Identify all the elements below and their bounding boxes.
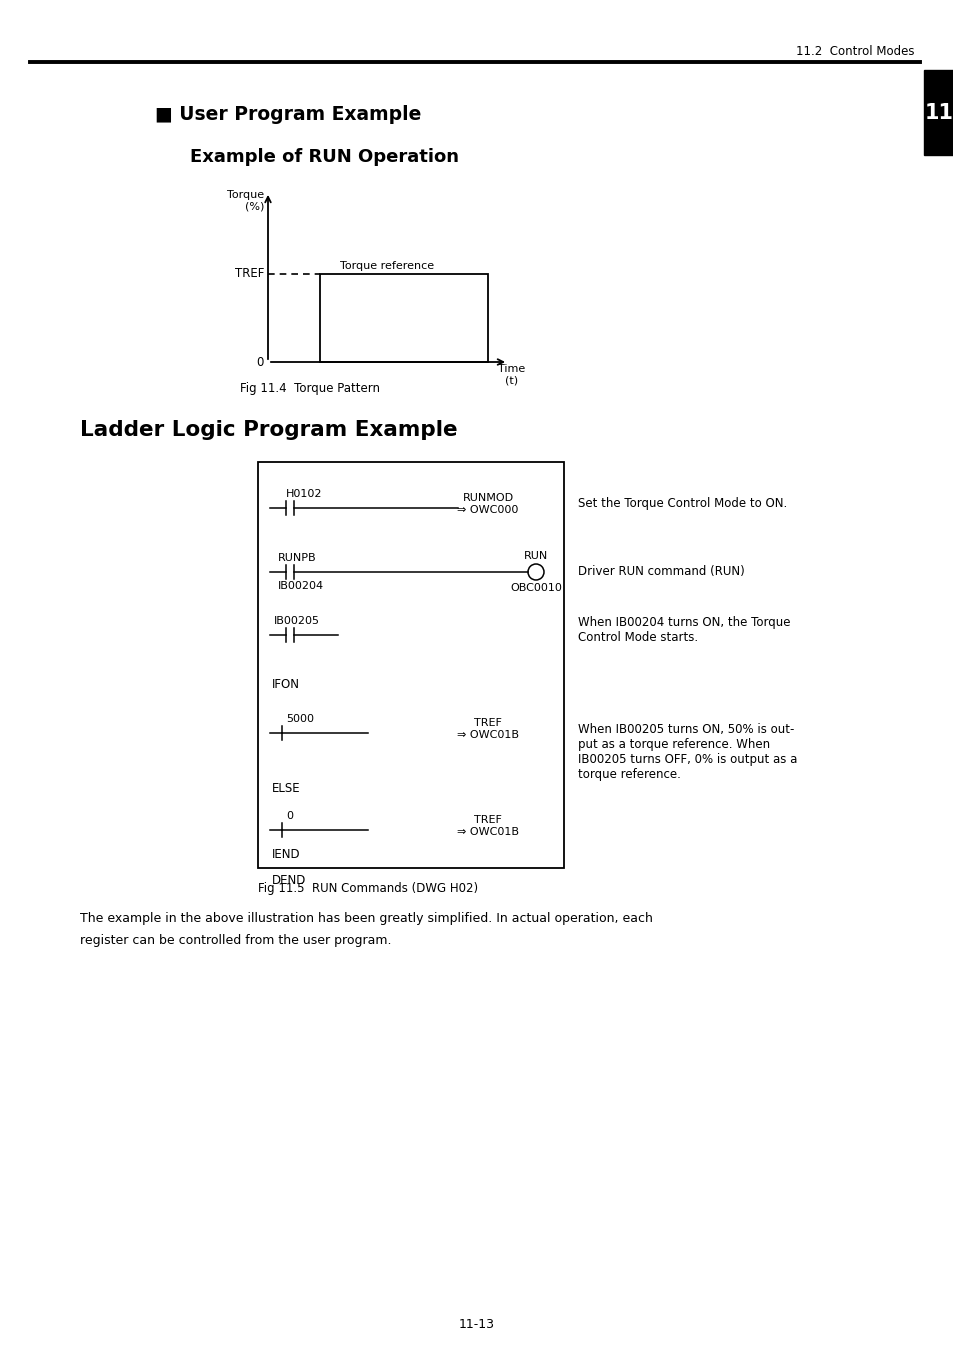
Text: Time
(t): Time (t) — [497, 363, 525, 385]
Text: Torque reference: Torque reference — [339, 261, 434, 270]
Text: 5000: 5000 — [286, 713, 314, 724]
Text: TREF: TREF — [234, 267, 264, 280]
Text: Fig 11.4  Torque Pattern: Fig 11.4 Torque Pattern — [240, 382, 379, 394]
Text: The example in the above illustration has been greatly simplified. In actual ope: The example in the above illustration ha… — [80, 912, 652, 925]
Text: 0: 0 — [256, 355, 264, 369]
Text: When IB00205 turns ON, 50% is out-
put as a torque reference. When
IB00205 turns: When IB00205 turns ON, 50% is out- put a… — [578, 723, 797, 781]
Text: 0: 0 — [286, 811, 293, 821]
Text: Fig 11.5  RUN Commands (DWG H02): Fig 11.5 RUN Commands (DWG H02) — [257, 882, 477, 894]
Text: TREF
⇒ OWC01B: TREF ⇒ OWC01B — [456, 815, 518, 836]
Text: OBC0010: OBC0010 — [510, 584, 561, 593]
Text: IEND: IEND — [272, 848, 300, 862]
Text: RUNPB: RUNPB — [277, 553, 316, 563]
Text: register can be controlled from the user program.: register can be controlled from the user… — [80, 934, 391, 947]
Text: TREF
⇒ OWC01B: TREF ⇒ OWC01B — [456, 719, 518, 740]
Text: 11.2  Control Modes: 11.2 Control Modes — [796, 45, 914, 58]
Text: RUNMOD
⇒ OWC000: RUNMOD ⇒ OWC000 — [456, 493, 518, 515]
Text: H0102: H0102 — [286, 489, 322, 499]
Text: 11-13: 11-13 — [458, 1319, 495, 1331]
Text: RUN: RUN — [523, 551, 548, 561]
Bar — [257, 462, 563, 867]
Text: IB00204: IB00204 — [277, 581, 324, 590]
Text: IFON: IFON — [272, 678, 299, 692]
Text: ELSE: ELSE — [272, 781, 300, 794]
Bar — [923, 70, 953, 155]
Text: DEND: DEND — [272, 874, 306, 886]
Text: Driver RUN command (RUN): Driver RUN command (RUN) — [578, 566, 744, 578]
Text: When IB00204 turns ON, the Torque
Control Mode starts.: When IB00204 turns ON, the Torque Contro… — [578, 616, 790, 644]
Text: Torque
(%): Torque (%) — [227, 190, 264, 212]
Text: ■ User Program Example: ■ User Program Example — [154, 105, 421, 124]
Text: Set the Torque Control Mode to ON.: Set the Torque Control Mode to ON. — [578, 497, 786, 511]
Text: Example of RUN Operation: Example of RUN Operation — [190, 149, 458, 166]
Text: Ladder Logic Program Example: Ladder Logic Program Example — [80, 420, 457, 440]
Text: IB00205: IB00205 — [274, 616, 319, 626]
Bar — [319, 274, 488, 362]
Text: 11: 11 — [923, 103, 952, 123]
